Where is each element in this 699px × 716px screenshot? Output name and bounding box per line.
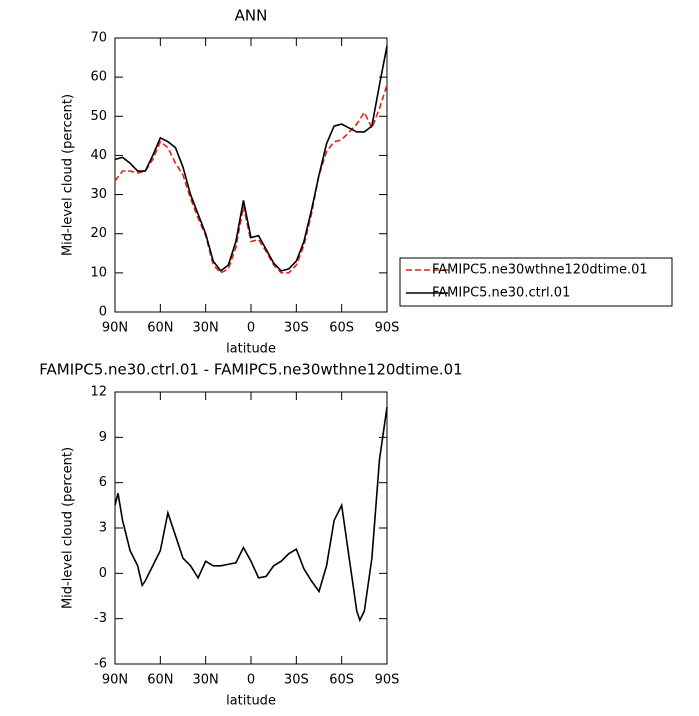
x-tick-label: 60S — [329, 321, 354, 336]
x-tick-label: 0 — [247, 673, 255, 688]
plot-frame — [114, 391, 388, 665]
y-tick-label: 60 — [90, 70, 107, 85]
chart-title: FAMIPC5.ne30.ctrl.01 - FAMIPC5.ne30wthne… — [39, 361, 462, 379]
x-tick-label: 0 — [247, 321, 255, 336]
plot-frame — [114, 37, 388, 313]
legend-label: FAMIPC5.ne30.ctrl.01 — [432, 286, 570, 301]
y-tick-label: 70 — [90, 31, 107, 46]
legend-label: FAMIPC5.ne30wthne120dtime.01 — [432, 263, 648, 278]
x-tick-label: 90N — [102, 673, 128, 688]
y-tick-label: 40 — [90, 148, 107, 163]
x-tick-label: 60S — [329, 673, 354, 688]
x-tick-label: 90S — [375, 321, 400, 336]
x-tick-label: 30S — [284, 673, 309, 688]
y-tick-label: 50 — [90, 109, 107, 124]
y-tick-label: 30 — [90, 187, 107, 202]
y-axis-label: Mid-level cloud (percent) — [61, 94, 76, 256]
y-tick-label: -3 — [94, 611, 107, 626]
y-tick-label: 20 — [90, 226, 107, 241]
data-line — [114, 84, 388, 274]
y-tick-label: 6 — [99, 475, 107, 490]
x-tick-label: 90S — [375, 673, 400, 688]
x-tick-label: 30S — [284, 321, 309, 336]
legend-box — [399, 257, 673, 307]
y-tick-label: -6 — [94, 657, 107, 672]
y-tick-label: 0 — [99, 566, 107, 581]
chart-title: ANN — [235, 7, 268, 25]
x-axis-label: latitude — [226, 694, 276, 709]
x-tick-label: 60N — [147, 673, 173, 688]
y-tick-label: 10 — [90, 265, 107, 280]
x-tick-label: 30N — [193, 673, 219, 688]
y-tick-label: 12 — [90, 385, 107, 400]
y-tick-label: 9 — [99, 430, 107, 445]
data-line — [114, 406, 388, 623]
x-tick-label: 90N — [102, 321, 128, 336]
x-axis-label: latitude — [226, 342, 276, 357]
x-tick-label: 30N — [193, 321, 219, 336]
data-line — [114, 45, 388, 273]
x-tick-label: 60N — [147, 321, 173, 336]
y-tick-label: 0 — [99, 305, 107, 320]
y-tick-label: 3 — [99, 521, 107, 536]
y-axis-label: Mid-level cloud (percent) — [61, 447, 76, 609]
